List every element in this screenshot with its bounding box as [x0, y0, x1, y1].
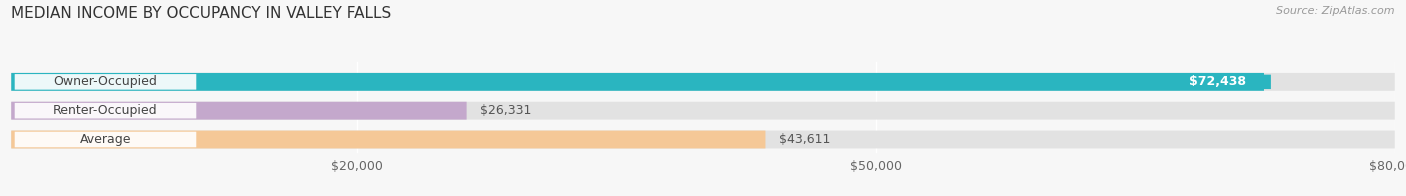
FancyBboxPatch shape — [14, 103, 197, 118]
Text: $26,331: $26,331 — [481, 104, 531, 117]
Text: MEDIAN INCOME BY OCCUPANCY IN VALLEY FALLS: MEDIAN INCOME BY OCCUPANCY IN VALLEY FAL… — [11, 6, 391, 21]
FancyBboxPatch shape — [11, 73, 1264, 91]
FancyBboxPatch shape — [14, 132, 197, 147]
FancyBboxPatch shape — [1164, 75, 1271, 89]
Text: Renter-Occupied: Renter-Occupied — [53, 104, 157, 117]
FancyBboxPatch shape — [14, 74, 197, 90]
Text: Average: Average — [80, 133, 131, 146]
FancyBboxPatch shape — [11, 102, 1395, 120]
FancyBboxPatch shape — [11, 131, 1395, 148]
FancyBboxPatch shape — [11, 102, 467, 120]
FancyBboxPatch shape — [11, 73, 1395, 91]
Text: $72,438: $72,438 — [1189, 75, 1246, 88]
Text: Source: ZipAtlas.com: Source: ZipAtlas.com — [1277, 6, 1395, 16]
Text: $43,611: $43,611 — [779, 133, 831, 146]
FancyBboxPatch shape — [11, 131, 765, 148]
Text: Owner-Occupied: Owner-Occupied — [53, 75, 157, 88]
